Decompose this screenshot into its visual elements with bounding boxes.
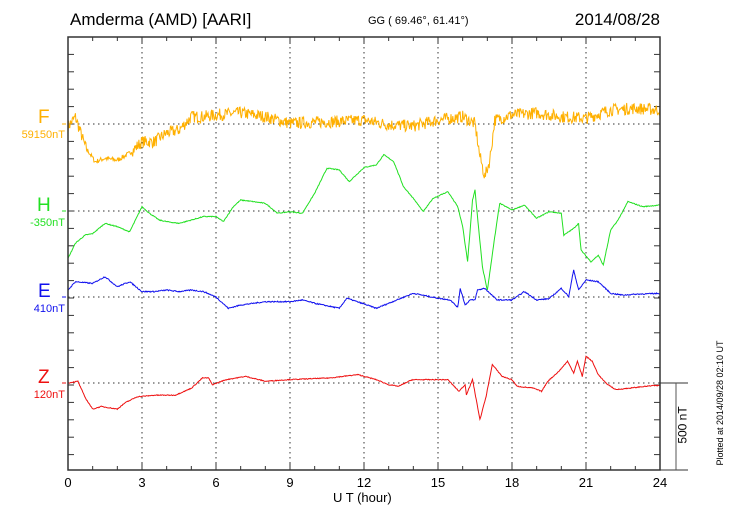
baseline-label-f: 59150nT [21, 129, 65, 141]
x-axis-label: U T (hour) [333, 490, 392, 505]
scale-bar-label: 500 nT [675, 406, 690, 444]
series-line-z [67, 355, 661, 422]
x-tick-label: 15 [430, 475, 446, 490]
date-label: 2014/08/28 [574, 10, 660, 29]
x-tick-label: 18 [504, 475, 520, 490]
station-title: Amderma (AMD) [AARI] [70, 10, 252, 29]
series-label-e: E [38, 281, 51, 302]
x-tick-label: 21 [578, 475, 594, 490]
geographic-coords: GG ( 69.46°, 61.41°) [368, 15, 469, 27]
plot-frame [67, 36, 661, 471]
series-label-f: F [38, 107, 50, 128]
baseline-label-h: -350nT [30, 217, 65, 229]
x-tick-label: 6 [212, 475, 220, 490]
x-tick-label: 12 [356, 475, 372, 490]
series-label-h: H [37, 195, 51, 216]
x-tick-label: 9 [286, 475, 294, 490]
baseline-label-z: 120nT [33, 389, 65, 401]
baseline-label-e: 410nT [33, 303, 65, 315]
x-tick-label: 3 [138, 475, 146, 490]
series-line-e [67, 269, 661, 310]
series-line-f [67, 102, 661, 179]
x-tick-label: 0 [64, 475, 72, 490]
plotted-at-note: Plotted at 2014/09/28 02:10 UT [715, 340, 725, 466]
x-tick-label: 24 [652, 475, 668, 490]
series-line-h [67, 153, 661, 291]
series-label-z: Z [38, 367, 50, 388]
